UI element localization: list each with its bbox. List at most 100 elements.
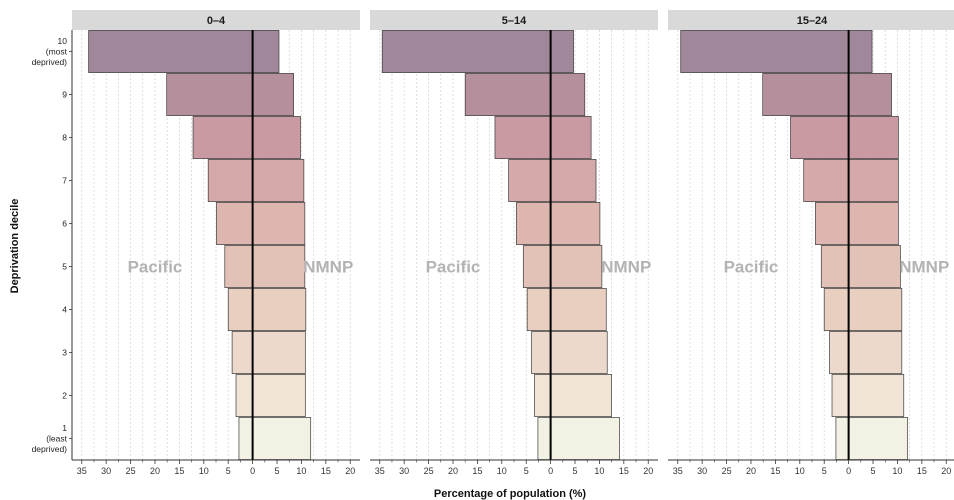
bar-pacific [516, 202, 551, 245]
annotation-nmnp: NMNP [303, 258, 353, 277]
bar-pacific [820, 245, 849, 288]
bar-pacific [815, 202, 849, 245]
bar-pacific [823, 288, 849, 331]
x-tick-label: 35 [77, 466, 87, 476]
bar-nmnp [848, 288, 903, 331]
bar-nmnp [550, 30, 574, 73]
y-tick-label: 2 [62, 391, 67, 401]
bar-nmnp [550, 202, 601, 245]
bar-pacific [224, 245, 253, 288]
bar-pacific [835, 417, 849, 460]
x-tick-label: 0 [250, 466, 255, 476]
bar-nmnp [252, 30, 280, 73]
x-tick-label: 20 [941, 466, 951, 476]
annotation-nmnp: NMNP [899, 258, 949, 277]
panel-title: 5–14 [502, 15, 527, 27]
x-tick-label: 20 [345, 466, 355, 476]
x-tick-label: 20 [746, 466, 756, 476]
bar-nmnp [252, 116, 301, 159]
bar-nmnp [550, 159, 597, 202]
x-tick-label: 5 [226, 466, 231, 476]
bar-pacific [508, 159, 551, 202]
bar-pacific [464, 73, 551, 116]
bar-pacific [790, 116, 849, 159]
x-tick-label: 25 [424, 466, 434, 476]
bar-pacific [831, 374, 849, 417]
bar-nmnp [848, 73, 892, 116]
bar-nmnp [252, 245, 306, 288]
x-tick-label: 5 [275, 466, 280, 476]
x-tick-label: 15 [174, 466, 184, 476]
bar-pacific [88, 30, 253, 73]
annotation-pacific: Pacific [724, 258, 779, 277]
bar-nmnp [550, 288, 607, 331]
x-tick-label: 30 [697, 466, 707, 476]
x-tick-label: 30 [101, 466, 111, 476]
y-tick-label: 7 [62, 176, 67, 186]
bar-nmnp [252, 73, 294, 116]
bar-nmnp [550, 116, 592, 159]
bar-pacific [207, 159, 253, 202]
bar-nmnp [252, 288, 307, 331]
bar-nmnp [252, 331, 306, 374]
bar-pacific [238, 417, 253, 460]
x-tick-label: 5 [822, 466, 827, 476]
bar-nmnp [550, 331, 608, 374]
panel-title: 15–24 [797, 15, 828, 27]
bar-nmnp [848, 374, 905, 417]
x-tick-label: 25 [722, 466, 732, 476]
x-tick-label: 15 [321, 466, 331, 476]
bar-pacific [829, 331, 849, 374]
annotation-pacific: Pacific [426, 258, 481, 277]
y-axis-title: Deprivation decile [9, 199, 21, 294]
x-tick-label: 35 [375, 466, 385, 476]
bar-nmnp [252, 417, 312, 460]
bar-pacific [762, 73, 849, 116]
x-tick-label: 0 [846, 466, 851, 476]
x-tick-label: 10 [795, 466, 805, 476]
panel-title: 0–4 [207, 15, 226, 27]
bar-nmnp [848, 245, 901, 288]
y-tick-label: 1 (least deprived) [32, 423, 68, 454]
x-tick-label: 15 [472, 466, 482, 476]
y-tick-label: 4 [62, 305, 67, 315]
x-tick-label: 5 [871, 466, 876, 476]
bar-pacific [526, 288, 551, 331]
x-tick-label: 35 [673, 466, 683, 476]
x-tick-label: 0 [548, 466, 553, 476]
x-tick-label: 10 [296, 466, 306, 476]
panel-1: 0–4 Pacific NMNP 35 30 25 20 15 10 5 0 5 10 15 20 [72, 10, 360, 476]
x-tick-label: 5 [573, 466, 578, 476]
bar-nmnp [848, 202, 899, 245]
bar-nmnp [848, 30, 873, 73]
bar-pacific [680, 30, 849, 73]
bar-nmnp [848, 331, 903, 374]
bar-pacific [531, 331, 551, 374]
bar-pacific [192, 116, 253, 159]
y-tick-label: 5 [62, 262, 67, 272]
y-tick-label: 8 [62, 133, 67, 143]
annotation-nmnp: NMNP [601, 258, 651, 277]
x-tick-label: 15 [619, 466, 629, 476]
x-tick-label: 10 [497, 466, 507, 476]
bar-nmnp [848, 116, 899, 159]
x-tick-label: 5 [524, 466, 529, 476]
x-tick-label: 20 [643, 466, 653, 476]
bar-nmnp [252, 159, 305, 202]
bar-pacific [216, 202, 253, 245]
x-tick-label: 25 [126, 466, 136, 476]
panel-strip [370, 10, 658, 30]
bar-nmnp [550, 417, 620, 460]
bar-pacific [235, 374, 253, 417]
bar-pacific [227, 288, 253, 331]
x-tick-label: 20 [150, 466, 160, 476]
bar-pacific [803, 159, 849, 202]
y-tick-label: 9 [62, 90, 67, 100]
y-tick-label: 10 (most deprived) [32, 36, 68, 67]
panel-strip [668, 10, 954, 30]
bar-pacific [534, 374, 551, 417]
bar-pacific [522, 245, 551, 288]
bar-pacific [231, 331, 253, 374]
bar-nmnp [550, 374, 612, 417]
